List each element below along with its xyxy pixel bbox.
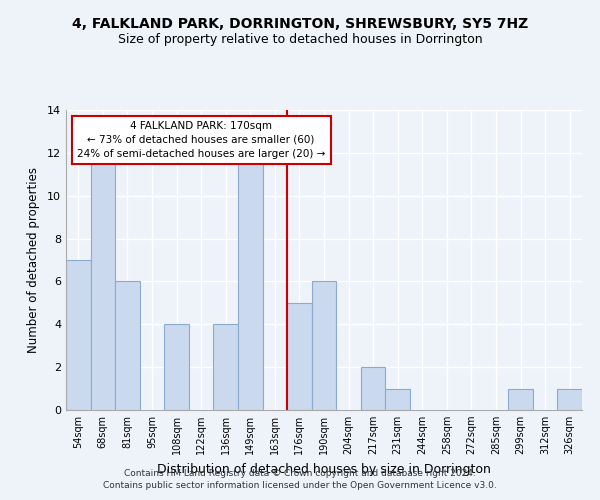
Bar <box>312 282 336 410</box>
X-axis label: Distribution of detached houses by size in Dorrington: Distribution of detached houses by size … <box>157 462 491 475</box>
Text: 4 FALKLAND PARK: 170sqm
← 73% of detached houses are smaller (60)
24% of semi-de: 4 FALKLAND PARK: 170sqm ← 73% of detache… <box>77 120 325 158</box>
Text: 4, FALKLAND PARK, DORRINGTON, SHREWSBURY, SY5 7HZ: 4, FALKLAND PARK, DORRINGTON, SHREWSBURY… <box>72 18 528 32</box>
Text: Size of property relative to detached houses in Dorrington: Size of property relative to detached ho… <box>118 32 482 46</box>
Bar <box>508 388 533 410</box>
Bar <box>164 324 189 410</box>
Bar <box>66 260 91 410</box>
Bar <box>91 153 115 410</box>
Bar <box>287 303 312 410</box>
Bar <box>557 388 582 410</box>
Bar <box>385 388 410 410</box>
Text: Contains HM Land Registry data © Crown copyright and database right 2024.: Contains HM Land Registry data © Crown c… <box>124 468 476 477</box>
Y-axis label: Number of detached properties: Number of detached properties <box>27 167 40 353</box>
Bar <box>238 153 263 410</box>
Text: Contains public sector information licensed under the Open Government Licence v3: Contains public sector information licen… <box>103 481 497 490</box>
Bar <box>115 282 140 410</box>
Bar <box>214 324 238 410</box>
Bar <box>361 367 385 410</box>
